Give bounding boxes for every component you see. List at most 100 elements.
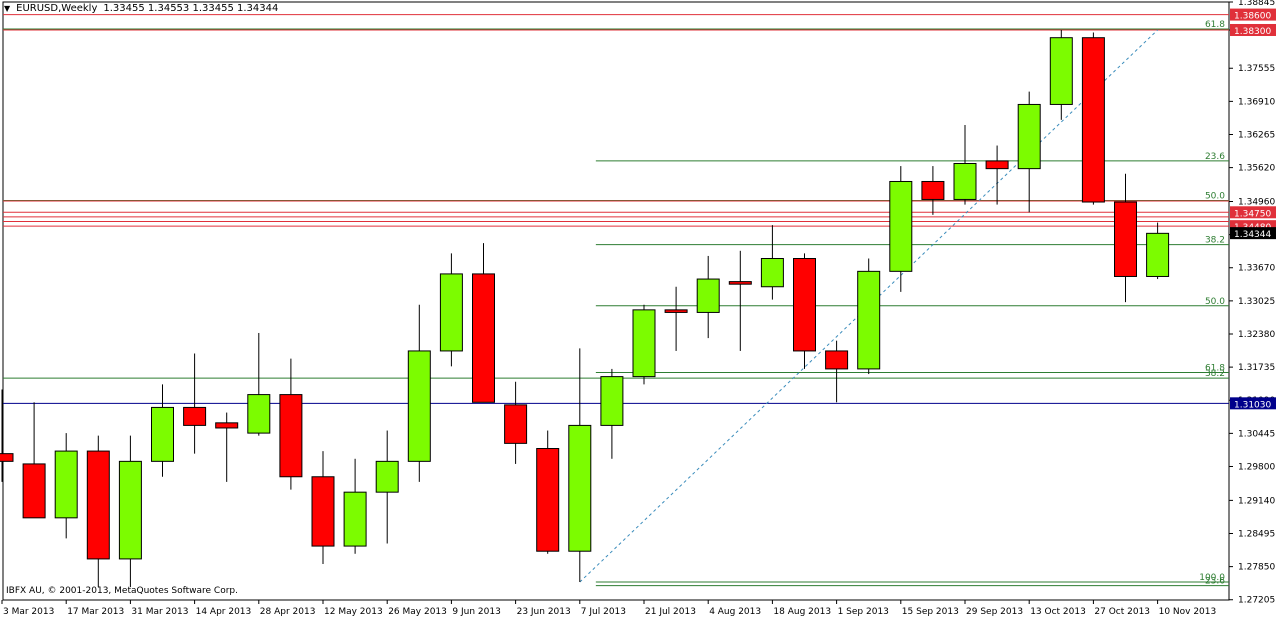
- time-tick-label: 18 Aug 2013: [773, 607, 831, 617]
- price-tick-label: 1.32380: [1238, 330, 1275, 340]
- price-tag: 1.38300: [1234, 27, 1271, 37]
- candle-body: [1146, 232, 1170, 277]
- candle-body: [696, 278, 720, 313]
- price-tag-box: [1230, 8, 1276, 21]
- candle-body: [0, 453, 14, 462]
- candle-body: [1114, 201, 1137, 277]
- candles: [0, 29, 1170, 588]
- bull-candle: [696, 255, 720, 339]
- fib-trendline: [579, 29, 1158, 583]
- bear-candle: [279, 358, 303, 490]
- candle-body: [921, 180, 945, 200]
- bull-candle: [439, 253, 463, 367]
- candle-body: [728, 281, 752, 285]
- candle-body: [407, 350, 431, 462]
- bear-candle: [825, 340, 849, 403]
- bull-candle: [343, 458, 367, 554]
- price-tick-label: 1.37555: [1238, 64, 1275, 74]
- price-tick-label: 1.36265: [1238, 130, 1275, 140]
- candle-body: [375, 460, 399, 493]
- candle-body: [439, 273, 463, 352]
- price-tick-label: 1.27205: [1238, 596, 1275, 606]
- bull-candle: [375, 430, 399, 544]
- candle-body: [632, 309, 656, 378]
- candle-body: [825, 350, 849, 370]
- bull-candle: [857, 258, 881, 375]
- bear-candle: [22, 402, 46, 519]
- price-tag: 1.38600: [1234, 12, 1271, 22]
- candle-body: [568, 424, 592, 552]
- price-tick-label: 1.31735: [1238, 363, 1275, 373]
- bull-candle: [1017, 91, 1041, 213]
- price-tick-label: 1.34960: [1238, 198, 1275, 208]
- price-tick-label: 1.36910: [1238, 97, 1275, 107]
- fib-level-label: 38.2: [1205, 369, 1225, 379]
- time-tick-label: 12 May 2013: [324, 607, 383, 617]
- candle-body: [54, 450, 78, 519]
- candle-body: [343, 491, 367, 547]
- bull-candle: [953, 124, 977, 205]
- time-tick-label: 15 Sep 2013: [902, 607, 959, 617]
- bull-candle: [151, 384, 174, 477]
- price-tag: 1.31030: [1234, 400, 1271, 410]
- time-tick-label: 21 Jul 2013: [645, 607, 696, 617]
- bull-candle: [600, 368, 624, 459]
- bull-candle: [118, 435, 142, 588]
- candle-body: [215, 422, 239, 429]
- price-tick-label: 1.28495: [1238, 529, 1275, 539]
- candle-body: [183, 406, 207, 426]
- symbol-label: EURUSD,Weekly: [16, 3, 98, 14]
- bear-candle: [86, 435, 110, 588]
- time-tick-label: 26 May 2013: [388, 607, 447, 617]
- candle-body: [760, 258, 784, 288]
- bear-candle: [921, 166, 945, 215]
- bull-candle: [1146, 222, 1170, 280]
- time-tick-label: 28 Apr 2013: [260, 607, 316, 617]
- fib-level-label: 38.2: [1205, 236, 1225, 246]
- bull-candle: [889, 166, 913, 292]
- candle-body: [118, 460, 142, 560]
- bear-candle: [793, 253, 816, 369]
- time-tick-label: 7 Jul 2013: [581, 607, 626, 617]
- bull-candle: [54, 433, 78, 539]
- time-tick-label: 17 Mar 2013: [67, 607, 124, 617]
- bear-candle: [183, 353, 207, 454]
- bull-candle: [1049, 29, 1073, 120]
- price-tick-label: 1.35620: [1238, 164, 1275, 174]
- fib-level-label: 23.6: [1205, 577, 1225, 587]
- fib-level-label: 50.0: [1205, 297, 1225, 307]
- price-tick-label: 1.33670: [1238, 264, 1275, 274]
- time-tick-label: 4 Aug 2013: [709, 607, 761, 617]
- fib-level-label: 50.0: [1205, 191, 1225, 201]
- candle-body: [985, 160, 1009, 170]
- caret-down-icon[interactable]: ▼: [4, 4, 11, 13]
- current-price-tag: 1.34344: [1234, 230, 1271, 240]
- candle-body: [953, 163, 977, 200]
- candle-body: [247, 394, 271, 434]
- time-tick-label: 3 Mar 2013: [3, 607, 54, 617]
- fib-level-label: 23.6: [1205, 152, 1225, 162]
- fib-level-label: 100.0: [1199, 573, 1225, 583]
- time-tick-label: 29 Sep 2013: [966, 607, 1023, 617]
- candle-body: [279, 394, 303, 478]
- candle-body: [536, 448, 560, 552]
- bull-candle: [247, 332, 271, 436]
- candle-body: [857, 270, 881, 370]
- candle-body: [1049, 37, 1073, 105]
- bear-candle: [311, 451, 335, 565]
- price-tag-box: [1230, 23, 1276, 36]
- price-axis: 1.38845 1.38300 1.37555 1.36910 1.36265 1.356…: [1229, 0, 1276, 606]
- candle-body: [22, 463, 46, 519]
- bear-candle: [536, 430, 560, 554]
- plot-frame: [2, 1, 1230, 601]
- candle-body: [664, 309, 688, 313]
- candle-body: [151, 406, 174, 462]
- time-tick-label: 31 Mar 2013: [131, 607, 188, 617]
- bull-candle: [632, 304, 656, 385]
- candle-body: [1017, 103, 1041, 170]
- price-tag-box: [1230, 397, 1276, 410]
- time-tick-label: 13 Oct 2013: [1030, 607, 1086, 617]
